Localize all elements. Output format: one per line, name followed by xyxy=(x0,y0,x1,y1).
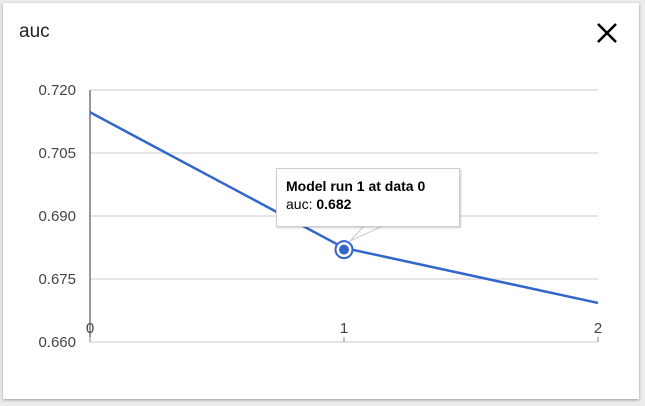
tooltip-label: auc: xyxy=(286,196,313,212)
tooltip-title: Model run 1 at data 0 xyxy=(286,178,426,194)
y-tick-label: 0.720 xyxy=(38,82,76,99)
y-tick-label: 0.660 xyxy=(38,334,76,351)
y-tick-label: 0.705 xyxy=(38,145,76,162)
y-tick-label: 0.690 xyxy=(38,208,76,225)
tooltip-pointer xyxy=(349,225,384,242)
y-tick-label: 0.675 xyxy=(38,271,76,288)
x-tick-label: 0 xyxy=(86,320,94,337)
data-point xyxy=(339,244,349,255)
close-icon[interactable] xyxy=(594,20,620,46)
tooltip-value: 0.682 xyxy=(316,196,352,212)
x-tick-label: 1 xyxy=(340,320,348,337)
tooltip: Model run 1 at data 0 auc: 0.682 xyxy=(276,168,460,227)
x-tick-label: 2 xyxy=(594,320,602,337)
dialog-title: auc xyxy=(19,21,50,42)
